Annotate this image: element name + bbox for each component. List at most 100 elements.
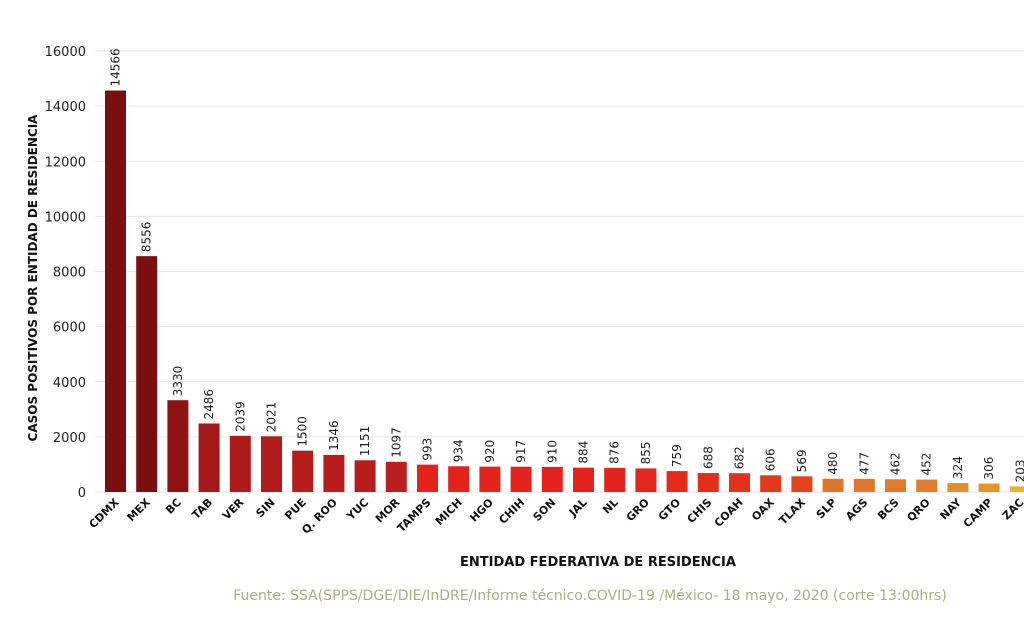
category-label: HGO	[467, 496, 496, 525]
bar-ver	[229, 435, 251, 492]
category-label: TAMPS	[395, 496, 434, 535]
bar-nay	[947, 483, 969, 492]
bar-tab	[198, 423, 220, 492]
category-label: NL	[600, 496, 621, 517]
bar-mor	[385, 461, 407, 492]
y-tick-label: 12000	[45, 155, 86, 170]
bar-tlax	[791, 476, 813, 492]
bars	[105, 90, 1024, 492]
value-label: 688	[701, 446, 715, 469]
bar-camp	[978, 483, 1000, 492]
category-label: CAMP	[961, 496, 995, 530]
category-label: CDMX	[87, 496, 122, 531]
category-label: PUE	[282, 496, 309, 523]
category-label: QRO	[904, 496, 932, 524]
bar-chis	[697, 473, 719, 492]
category-label: COAH	[712, 496, 746, 530]
value-label: 203	[1013, 459, 1024, 482]
category-label: CHIS	[685, 496, 715, 526]
value-label: 1346	[327, 420, 341, 451]
category-label: BC	[163, 496, 184, 517]
value-label: 917	[514, 440, 528, 463]
bar-nl	[604, 467, 626, 492]
category-label: SLP	[814, 496, 839, 521]
value-label: 759	[670, 444, 684, 467]
bar-jal	[573, 467, 594, 492]
value-label: 480	[826, 452, 840, 475]
bar-q-roo	[323, 454, 345, 492]
value-label: 1151	[358, 426, 372, 457]
y-tick-label: 4000	[53, 376, 86, 391]
value-labels: 14566 8556 3330 2486 2039 2021 1500 1346 1151 109…	[109, 48, 1024, 482]
value-label: 876	[608, 441, 622, 464]
value-label: 606	[764, 448, 778, 471]
value-label: 934	[452, 439, 466, 462]
y-tick-label: 14000	[45, 100, 86, 115]
bar-tamps	[417, 464, 438, 492]
bar-slp	[822, 478, 844, 492]
y-tick-label: 16000	[45, 45, 86, 60]
source-note: Fuente: SSA(SPPS/DGE/DIE/InDRE/Informe t…	[233, 588, 947, 604]
category-label: BCS	[875, 496, 902, 523]
value-label: 2486	[202, 389, 216, 420]
bar-qro	[916, 479, 938, 492]
category-label: TLAX	[777, 496, 809, 528]
value-label: 1500	[296, 416, 310, 447]
category-label: CHIH	[496, 496, 527, 527]
bar-mex	[136, 256, 158, 492]
bar-ags	[853, 478, 875, 492]
bar-gto	[666, 471, 688, 492]
category-label: YUC	[344, 496, 372, 524]
category-label: SON	[531, 496, 559, 524]
x-axis-title: ENTIDAD FEDERATIVA DE RESIDENCIA	[460, 555, 736, 570]
value-label: 3330	[171, 366, 185, 397]
category-label: GTO	[656, 496, 683, 523]
category-label: TAB	[189, 496, 215, 522]
bar-gro	[635, 468, 657, 492]
bar-sin	[261, 436, 282, 492]
value-label: 306	[982, 457, 996, 480]
bar-yuc	[354, 460, 376, 492]
value-label: 2021	[265, 402, 279, 433]
value-label: 8556	[140, 222, 154, 253]
y-tick-label: 0	[78, 486, 86, 501]
value-label: 682	[733, 446, 747, 469]
bar-pue	[292, 450, 314, 492]
value-label: 324	[951, 456, 965, 479]
value-label: 14566	[109, 48, 123, 86]
value-label: 2039	[233, 401, 247, 432]
value-label: 884	[577, 441, 591, 464]
value-label: 910	[545, 440, 559, 463]
bar-chih	[510, 466, 532, 492]
bar-hgo	[479, 466, 501, 492]
bar-cdmx	[105, 90, 126, 492]
value-label: 920	[483, 440, 497, 463]
category-label: OAX	[749, 496, 777, 524]
category-label: VER	[220, 496, 247, 523]
value-label: 569	[795, 449, 809, 472]
y-tick-label: 10000	[45, 210, 86, 225]
value-label: 452	[920, 453, 934, 476]
bar-bcs	[885, 479, 906, 492]
y-axis-title: CASOS POSITIVOS POR ENTIDAD DE RESIDENCI…	[26, 114, 40, 442]
value-label: 1097	[389, 427, 403, 458]
y-tick-label: 2000	[53, 431, 86, 446]
category-label: MEX	[125, 496, 154, 525]
bar-oax	[760, 475, 782, 492]
bar-mich	[448, 466, 470, 492]
value-label: 477	[857, 452, 871, 475]
y-tick-label: 8000	[53, 266, 86, 281]
y-axis-ticks: 0 2000 4000 6000 8000 10000 12000 14000 16000	[45, 45, 86, 501]
category-label: GRO	[624, 496, 652, 524]
category-label: SIN	[253, 496, 277, 520]
bar-bc	[167, 400, 189, 492]
category-label: NAY	[937, 495, 964, 522]
category-label: MICH	[433, 496, 465, 528]
category-label: AGS	[843, 496, 870, 523]
bar-zac	[1009, 486, 1024, 492]
bar-coah	[729, 473, 750, 492]
bar-son	[541, 466, 563, 492]
y-tick-label: 6000	[53, 321, 86, 336]
